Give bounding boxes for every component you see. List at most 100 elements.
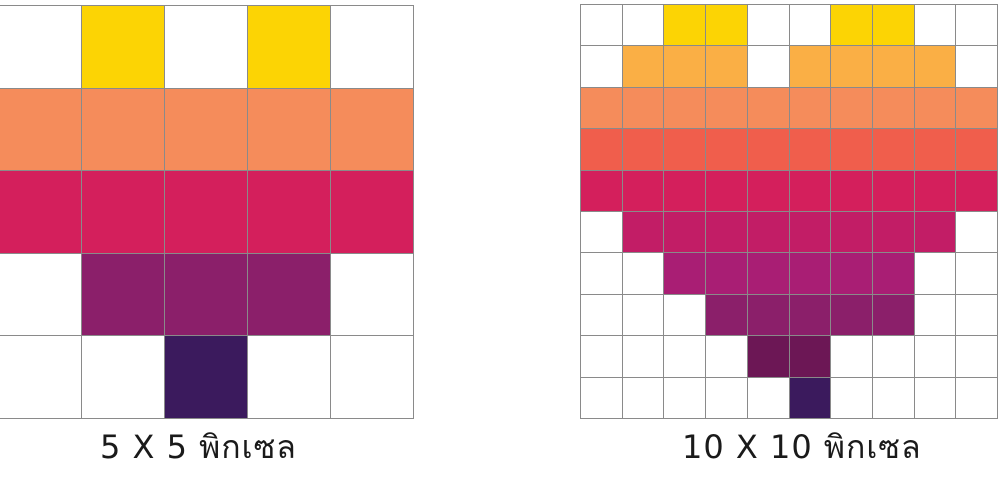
pixel-cell bbox=[872, 87, 915, 130]
pixel-cell bbox=[872, 5, 915, 47]
pixel-cell bbox=[82, 171, 165, 254]
pixel-cell bbox=[706, 336, 748, 378]
pixel-cell bbox=[914, 87, 957, 130]
pixel-cell bbox=[831, 129, 873, 171]
pixel-cell bbox=[331, 171, 414, 254]
caption-10x10: 10 X 10 พิกเซล bbox=[682, 428, 922, 466]
pixel-cell bbox=[956, 170, 998, 212]
pixel-cell bbox=[789, 336, 832, 378]
pixel-cell bbox=[581, 212, 623, 254]
pixel-cell bbox=[82, 6, 165, 89]
pixel-cell bbox=[914, 253, 957, 295]
pixel-cell bbox=[248, 253, 331, 337]
pixel-cell bbox=[789, 212, 832, 254]
pixel-cell bbox=[789, 294, 832, 337]
pixel-cell bbox=[956, 336, 998, 378]
pixel-cell bbox=[581, 87, 623, 130]
pixel-cell bbox=[331, 88, 414, 172]
pixel-cell bbox=[664, 170, 707, 212]
pixel-cell bbox=[914, 46, 957, 88]
pixel-cell bbox=[956, 46, 998, 88]
pixel-cell bbox=[331, 253, 414, 337]
pixel-cell bbox=[789, 377, 832, 419]
pixel-cell bbox=[706, 212, 748, 254]
pixel-cell bbox=[872, 170, 915, 212]
pixel-cell bbox=[872, 336, 915, 378]
pixel-cell bbox=[789, 129, 832, 171]
pixel-cell bbox=[831, 212, 873, 254]
pixel-cell bbox=[872, 253, 915, 295]
pixel-cell bbox=[747, 253, 790, 295]
pixel-cell bbox=[956, 5, 998, 47]
pixel-cell bbox=[831, 46, 873, 88]
pixel-cell bbox=[0, 253, 82, 337]
pixel-cell bbox=[248, 336, 331, 419]
pixel-cell bbox=[664, 5, 707, 47]
pixel-cell bbox=[914, 294, 957, 337]
pixel-cell bbox=[747, 5, 790, 47]
pixel-cell bbox=[747, 294, 790, 337]
pixel-cell bbox=[747, 129, 790, 171]
pixel-cell bbox=[622, 377, 665, 419]
pixel-cell bbox=[872, 377, 915, 419]
pixel-cell bbox=[581, 129, 623, 171]
pixel-cell bbox=[82, 336, 165, 419]
pixel-cell bbox=[956, 129, 998, 171]
pixel-cell bbox=[706, 129, 748, 171]
pixel-cell bbox=[581, 336, 623, 378]
pixel-cell bbox=[747, 46, 790, 88]
pixel-cell bbox=[872, 46, 915, 88]
pixel-cell bbox=[831, 170, 873, 212]
pixel-cell bbox=[956, 377, 998, 419]
pixel-cell bbox=[872, 129, 915, 171]
pixel-grid-10x10 bbox=[580, 4, 998, 419]
pixel-cell bbox=[789, 170, 832, 212]
pixel-cell bbox=[581, 5, 623, 47]
pixel-cell bbox=[914, 129, 957, 171]
pixel-cell bbox=[664, 294, 707, 337]
pixel-cell bbox=[622, 87, 665, 130]
pixel-cell bbox=[622, 212, 665, 254]
pixel-cell bbox=[0, 171, 82, 254]
pixel-grid-5x5 bbox=[0, 5, 414, 419]
pixel-cell bbox=[789, 87, 832, 130]
pixel-cell bbox=[331, 336, 414, 419]
pixel-cell bbox=[706, 253, 748, 295]
pixel-cell bbox=[872, 294, 915, 337]
pixel-cell bbox=[956, 212, 998, 254]
pixel-cell bbox=[664, 253, 707, 295]
pixel-cell bbox=[831, 294, 873, 337]
pixel-cell bbox=[165, 171, 248, 254]
pixel-cell bbox=[581, 253, 623, 295]
pixel-cell bbox=[831, 377, 873, 419]
pixel-cell bbox=[248, 171, 331, 254]
pixel-cell bbox=[706, 170, 748, 212]
pixel-cell bbox=[331, 6, 414, 89]
pixel-cell bbox=[664, 212, 707, 254]
pixel-cell bbox=[622, 336, 665, 378]
pixel-cell bbox=[872, 212, 915, 254]
pixel-cell bbox=[664, 377, 707, 419]
pixel-cell bbox=[664, 46, 707, 88]
pixel-cell bbox=[706, 5, 748, 47]
pixel-cell bbox=[706, 46, 748, 88]
pixel-cell bbox=[956, 87, 998, 130]
pixel-cell bbox=[914, 336, 957, 378]
caption-5x5: 5 X 5 พิกเซล bbox=[100, 428, 297, 466]
pixel-cell bbox=[831, 5, 873, 47]
pixel-cell bbox=[914, 5, 957, 47]
pixel-cell bbox=[706, 87, 748, 130]
pixel-cell bbox=[622, 46, 665, 88]
pixel-cell bbox=[789, 5, 832, 47]
pixel-cell bbox=[747, 336, 790, 378]
pixel-cell bbox=[82, 253, 165, 337]
pixel-cell bbox=[581, 46, 623, 88]
pixel-cell bbox=[622, 294, 665, 337]
pixel-cell bbox=[248, 88, 331, 172]
pixel-cell bbox=[789, 46, 832, 88]
pixel-cell bbox=[914, 212, 957, 254]
pixel-cell bbox=[956, 253, 998, 295]
pixel-cell bbox=[664, 87, 707, 130]
pixel-cell bbox=[82, 88, 165, 172]
pixel-cell bbox=[914, 377, 957, 419]
